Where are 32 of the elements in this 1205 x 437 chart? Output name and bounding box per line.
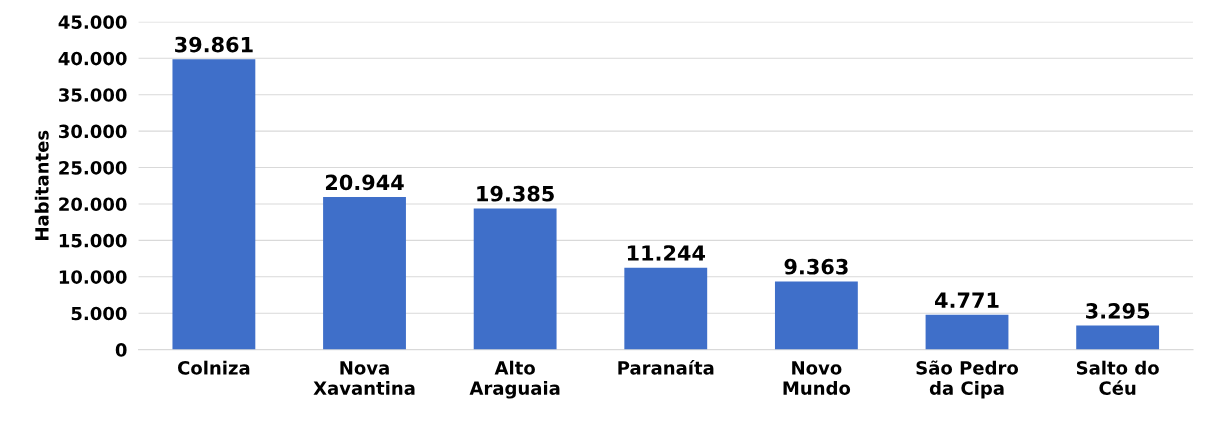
data-label: 3.295 — [1086, 303, 1150, 319]
bar — [323, 197, 406, 350]
data-label: 39.861 — [175, 36, 253, 53]
x-tick-label: Nova Xavantina — [313, 361, 415, 395]
y-tick-label: 45.000 — [58, 15, 127, 29]
x-tick-label: Novo Mundo — [783, 361, 851, 395]
data-label: 20.944 — [325, 174, 404, 191]
x-tick-label: Alto Araguaia — [469, 360, 560, 399]
bar — [774, 281, 858, 350]
x-tick-label: São Pedro da Cipa — [916, 360, 1019, 399]
x-tick-label: Paranaíta — [618, 359, 714, 375]
y-tick-label: 0 — [115, 343, 127, 357]
y-tick-label: 10.000 — [59, 270, 127, 284]
data-label: 11.244 — [627, 245, 705, 261]
data-label: 4.771 — [935, 292, 999, 308]
bar — [1076, 325, 1160, 350]
y-tick-label: 30.000 — [59, 124, 127, 139]
y-tick-label: 15.000 — [59, 233, 127, 248]
y-tick-label: 25.000 — [59, 160, 127, 175]
y-tick-label: 20.000 — [59, 197, 127, 212]
bar — [172, 59, 256, 350]
bar — [925, 314, 1009, 350]
y-axis-title: Habitantes — [34, 130, 49, 240]
x-tick-label: Colniza — [178, 360, 250, 375]
bar — [624, 267, 708, 350]
data-label: 19.385 — [477, 185, 554, 202]
y-tick-label: 35.000 — [59, 88, 127, 102]
y-tick-label: 40.000 — [58, 51, 127, 66]
y-tick-label: 5.000 — [71, 306, 127, 321]
data-label: 9.363 — [784, 258, 848, 275]
bar — [473, 208, 557, 350]
x-tick-label: Salto do Céu — [1076, 360, 1159, 395]
